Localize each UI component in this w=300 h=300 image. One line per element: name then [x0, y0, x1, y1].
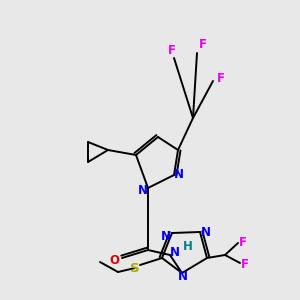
Text: S: S [130, 262, 140, 275]
Text: H: H [183, 241, 193, 254]
Text: O: O [109, 254, 119, 266]
Text: F: F [199, 38, 207, 52]
Text: N: N [161, 230, 171, 244]
Text: F: F [241, 257, 249, 271]
Text: N: N [201, 226, 211, 239]
Text: F: F [217, 71, 225, 85]
Text: N: N [170, 247, 180, 260]
Text: N: N [138, 184, 148, 196]
Text: N: N [174, 167, 184, 181]
Text: F: F [168, 44, 176, 56]
Text: N: N [178, 271, 188, 284]
Text: F: F [239, 236, 247, 248]
